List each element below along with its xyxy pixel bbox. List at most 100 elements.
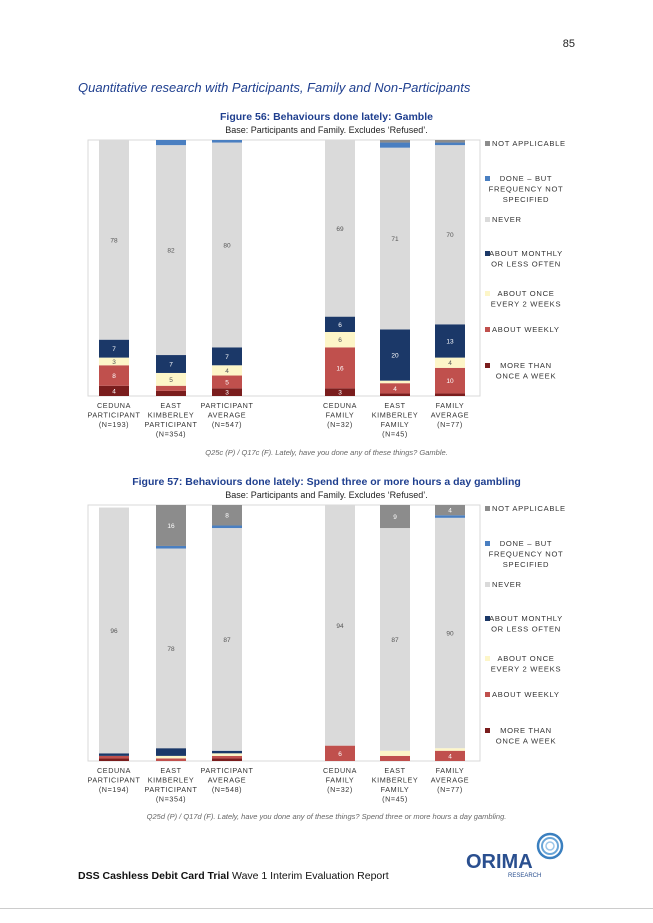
bar-segment-done-but-frequency-not-specified <box>156 545 186 549</box>
legend-swatch-monthly <box>485 251 490 256</box>
bar-segment-done-but-frequency-not-specified <box>435 515 465 518</box>
category-label: CEDUNA <box>323 766 357 775</box>
bar-segment-more-than-once-a-week <box>380 393 410 396</box>
bar-segment-about-once-every-2-weeks <box>156 372 186 386</box>
legend-swatch-not-applicable <box>485 506 490 511</box>
legend-label: EVERY 2 WEEKS <box>491 300 561 309</box>
bar-segment-not-applicable <box>380 140 410 143</box>
data-label: 4 <box>225 368 229 375</box>
bar-segment-not-applicable <box>156 505 186 546</box>
figure-56-caption: Q25c (P) / Q17c (F). Lately, have you do… <box>205 448 448 457</box>
category-label: (N=45) <box>382 795 408 804</box>
data-label: 7 <box>225 354 229 361</box>
data-label: 20 <box>391 353 399 360</box>
figure-57-chart: 96CEDUNAPARTICIPANT(N=194)7816EASTKIMBER… <box>87 504 566 804</box>
data-label: 80 <box>223 242 231 249</box>
data-label: 7 <box>169 362 173 369</box>
bar-segment-never <box>380 147 410 330</box>
bar-segment-about-weekly <box>156 758 186 761</box>
legend-label: DONE – BUT <box>500 539 553 548</box>
bar-segment-about-once-every-2-weeks <box>380 750 410 756</box>
data-label: 8 <box>112 373 116 380</box>
data-label: 82 <box>167 248 175 255</box>
category-label: EAST <box>384 401 405 410</box>
bar-segment-about-once-every-2-weeks <box>380 380 410 384</box>
legend-swatch-never <box>485 217 490 222</box>
category-label: AVERAGE <box>431 776 469 785</box>
category-label: EAST <box>160 401 181 410</box>
legend-swatch-never <box>485 582 490 587</box>
category-label: CEDUNA <box>323 401 357 410</box>
category-label: PARTICIPANT <box>145 420 198 429</box>
legend-swatch-fortnightly <box>485 291 490 296</box>
category-label: AVERAGE <box>208 776 246 785</box>
category-label: (N=548) <box>212 785 242 794</box>
category-label: FAMILY <box>436 766 465 775</box>
data-label: 90 <box>446 631 454 638</box>
logo-subtext: RESEARCH <box>508 873 541 879</box>
data-label: 9 <box>393 514 397 521</box>
category-label: (N=32) <box>327 785 353 794</box>
data-label: 10 <box>446 378 454 385</box>
bar-segment-about-weekly <box>325 347 355 389</box>
legend-label: NEVER <box>492 215 522 224</box>
legend-label: MORE THAN <box>500 361 552 370</box>
category-label: KIMBERLEY <box>148 411 195 420</box>
bar-segment-done-but-frequency-not-specified <box>156 140 186 146</box>
legend-label: DONE – BUT <box>500 174 553 183</box>
bar-segment-never <box>325 505 355 746</box>
category-label: (N=354) <box>156 430 186 439</box>
legend-label: ABOUT ONCE <box>497 654 554 663</box>
figure-56-title: Figure 56: Behaviours done lately: Gambl… <box>220 111 433 123</box>
bar-segment-more-than-once-a-week <box>435 393 465 396</box>
category-label: (N=77) <box>437 420 463 429</box>
category-label: (N=77) <box>437 785 463 794</box>
category-label: FAMILY <box>381 785 410 794</box>
bar-segment-about-weekly <box>212 375 242 389</box>
bar-segment-about-monthly-or-less-often <box>99 339 129 358</box>
data-label: 70 <box>446 232 454 239</box>
bar-segment-done-but-frequency-not-specified <box>380 142 410 148</box>
bar-segment-about-once-every-2-weeks <box>99 357 129 366</box>
data-label: 6 <box>338 751 342 758</box>
bar-segment-not-applicable <box>435 505 465 516</box>
data-label: 8 <box>225 513 229 520</box>
bar-segment-more-than-once-a-week <box>212 388 242 396</box>
bar-segment-about-weekly <box>99 755 129 759</box>
legend-swatch-monthly <box>485 616 490 621</box>
legend-swatch-weekly <box>485 692 490 697</box>
legend-label: ABOUT MONTHLY <box>489 249 563 258</box>
legend-label: NEVER <box>492 580 522 589</box>
bar-segment-about-once-every-2-weeks <box>212 753 242 756</box>
legend-swatch-fortnightly <box>485 656 490 661</box>
category-label: (N=45) <box>382 430 408 439</box>
bar-segment-never <box>99 507 129 754</box>
legend-swatch-done-unspecified <box>485 541 490 546</box>
category-label: PARTICIPANT <box>88 776 141 785</box>
footer-title: DSS Cashless Debit Card Trial Wave 1 Int… <box>78 870 389 882</box>
data-label: 16 <box>167 523 175 530</box>
bar-segment-never <box>212 528 242 751</box>
bar-segment-about-once-every-2-weeks <box>435 357 465 368</box>
bar-segment-about-weekly <box>380 383 410 394</box>
data-label: 78 <box>167 646 175 653</box>
category-label: CEDUNA <box>97 401 131 410</box>
legend-label: ABOUT WEEKLY <box>492 690 560 699</box>
footer-title-rest: Wave 1 Interim Evaluation Report <box>229 870 389 882</box>
category-label: AVERAGE <box>431 411 469 420</box>
footer-title-bold: DSS Cashless Debit Card Trial <box>78 870 230 882</box>
legend-label: NOT APPLICABLE <box>492 504 566 513</box>
figure-56-base: Base: Participants and Family. Excludes … <box>225 125 428 135</box>
plot-frame <box>87 139 481 397</box>
figure-57-title: Figure 57: Behaviours done lately: Spend… <box>132 476 521 488</box>
legend-swatch-more-than-weekly <box>485 363 490 368</box>
data-label: 4 <box>448 508 452 515</box>
data-label: 87 <box>223 637 231 644</box>
legend-swatch-weekly <box>485 327 490 332</box>
data-label: 94 <box>336 623 344 630</box>
bar-segment-about-once-every-2-weeks <box>325 332 355 348</box>
bar-segment-about-weekly <box>212 755 242 759</box>
category-label: KIMBERLEY <box>372 411 419 420</box>
bottom-rule <box>0 908 653 909</box>
bar-segment-done-but-frequency-not-specified <box>435 142 465 146</box>
